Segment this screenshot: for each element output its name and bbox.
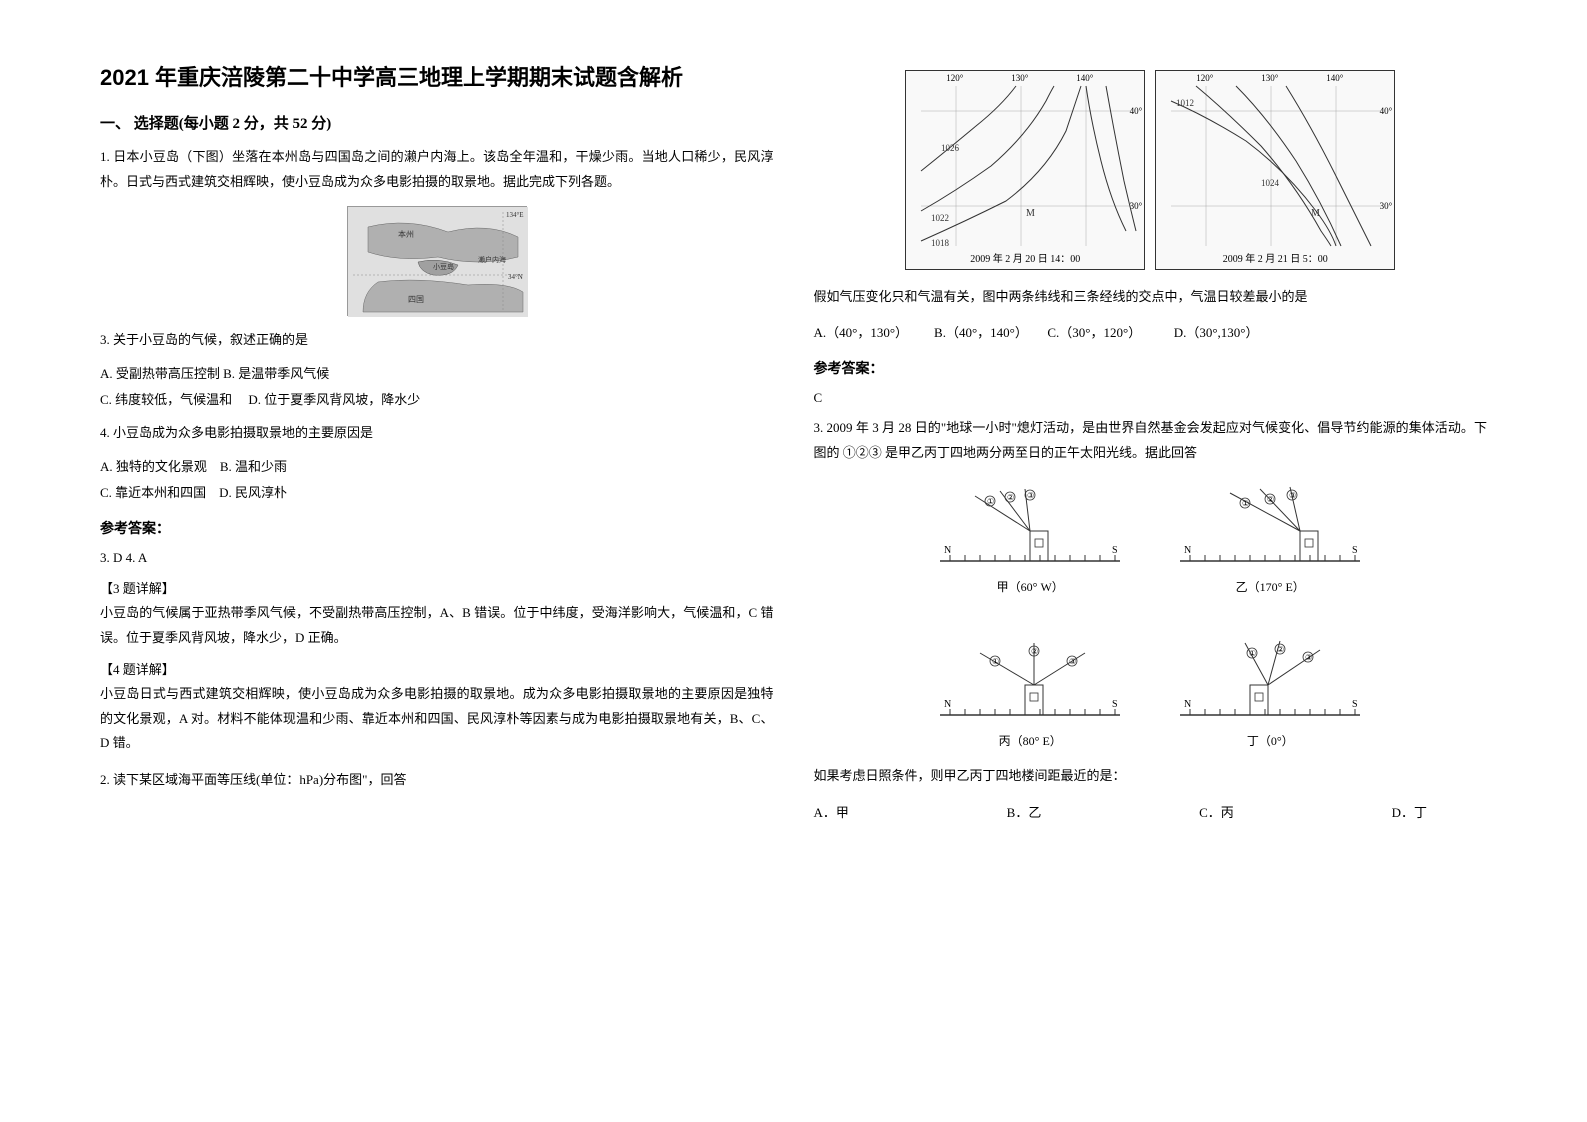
page-title: 2021 年重庆涪陵第二十中学高三地理上学期期末试题含解析 [100, 60, 774, 92]
q1-answer-header: 参考答案： [100, 518, 774, 538]
svg-text:②: ② [1031, 647, 1038, 656]
sun-diagram-bing: ① ② ③ N S 丙（80° E） [930, 635, 1130, 749]
diagram-label-yi: 乙（170° E） [1170, 578, 1370, 595]
q4-opt-c: C. 靠近本州和四国 [100, 485, 206, 500]
svg-text:本州: 本州 [398, 229, 414, 239]
svg-text:34°N: 34°N [508, 273, 523, 281]
svg-text:M: M [1311, 208, 1320, 219]
svg-text:①: ① [1249, 649, 1256, 658]
svg-text:濑户内海: 濑户内海 [478, 255, 506, 264]
q4-options: A. 独特的文化景观 B. 温和少雨 C. 靠近本州和四国 D. 民风淳朴 [100, 454, 774, 506]
svg-text:1018: 1018 [931, 238, 950, 248]
map2-caption: 2009 年 2 月 21 日 5：00 [1223, 250, 1328, 265]
svg-text:四国: 四国 [408, 295, 424, 304]
svg-text:③: ③ [1289, 491, 1296, 500]
q3-explain: 小豆岛的气候属于亚热带季风气候，不受副热带高压控制，A、B 错误。位于中纬度，受… [100, 601, 774, 650]
sun-diagram-jia: ① ② ③ N S 甲（60° W） [930, 481, 1130, 595]
q3-stem: 3. 关于小豆岛的气候，叙述正确的是 [100, 328, 774, 353]
svg-text:②: ② [1007, 493, 1014, 502]
q3-explain-header: 【3 题详解】 [100, 578, 774, 597]
map1-caption: 2009 年 2 月 20 日 14：00 [970, 250, 1080, 265]
q3-opt-b: B. 是温带季风气候 [223, 366, 329, 381]
svg-text:①: ① [987, 497, 994, 506]
q2-options: A.（40°，130°） B.（40°，140°） C.（30°，120°） D… [814, 320, 1488, 346]
q4-opt-d: D. 民风淳朴 [219, 485, 287, 500]
svg-text:1022: 1022 [931, 213, 949, 223]
q3b-opt-a: A．甲 [814, 800, 849, 826]
q3b-opt-c: C．丙 [1199, 800, 1234, 826]
q3b-opt-d: D．丁 [1392, 800, 1427, 826]
q2-opt-c: C.（30°，120°） [1047, 325, 1141, 340]
svg-text:1026: 1026 [941, 143, 960, 153]
q4-explain: 小豆岛日式与西式建筑交相辉映，使小豆岛成为众多电影拍摄的取景地。成为众多电影拍摄… [100, 682, 774, 756]
svg-text:134°E: 134°E [506, 211, 524, 219]
sun-diagram-yi: ① ② ③ N S 乙（170° E） [1170, 481, 1370, 595]
q1-intro: 1. 日本小豆岛（下图）坐落在本州岛与四国岛之间的濑户内海上。该岛全年温和，干燥… [100, 145, 774, 194]
diagram-label-jia: 甲（60° W） [930, 578, 1130, 595]
svg-text:M: M [1026, 208, 1035, 219]
q3-options: A. 受副热带高压控制 B. 是温带季风气候 C. 纬度较低，气候温和 D. 位… [100, 361, 774, 413]
sun-diagram-ding: ① ② ③ N S 丁（0°） [1170, 635, 1370, 749]
q1-answers: 3. D 4. A [100, 546, 774, 571]
svg-text:①: ① [992, 657, 999, 666]
q1-map-figure: 本州 小豆岛 四国 濑户内海 134°E 34°N [100, 206, 774, 316]
q2-opt-a: A.（40°，130°） [814, 325, 909, 340]
isobar-map-1: 120° 130° 140° 40° 30° 1026 1022 1018 M [905, 70, 1145, 270]
svg-text:S: S [1112, 545, 1118, 556]
q3-opt-c: C. 纬度较低，气候温和 [100, 392, 232, 407]
svg-text:②: ② [1277, 645, 1284, 654]
q3-intro: 3. 2009 年 3 月 28 日的"地球一小时"熄灯活动，是由世界自然基金会… [814, 416, 1488, 465]
q2-sub-question: 假如气压变化只和气温有关，图中两条纬线和三条经线的交点中，气温日较差最小的是 [814, 285, 1488, 310]
q4-stem: 4. 小豆岛成为众多电影拍摄取景地的主要原因是 [100, 421, 774, 446]
svg-text:N: N [944, 545, 951, 556]
q3-opt-a: A. 受副热带高压控制 [100, 366, 220, 381]
svg-text:③: ③ [1305, 653, 1312, 662]
q3-opt-d: D. 位于夏季风背风坡，降水少 [248, 392, 420, 407]
svg-text:S: S [1352, 545, 1358, 556]
q3-options: A．甲 B．乙 C．丙 D．丁 [814, 800, 1488, 826]
svg-text:N: N [944, 699, 951, 710]
svg-text:小豆岛: 小豆岛 [433, 262, 454, 271]
svg-text:N: N [1184, 699, 1191, 710]
q2-answer: C [814, 386, 1488, 411]
q4-explain-header: 【4 题详解】 [100, 659, 774, 678]
q2-opt-b: B.（40°，140°） [934, 325, 1028, 340]
q2-answer-header: 参考答案： [814, 358, 1488, 378]
q2-opt-d: D.（30°,130°） [1174, 325, 1259, 340]
diagram-label-bing: 丙（80° E） [930, 732, 1130, 749]
isobar-map-2: 120° 130° 140° 40° 30° 1012 1024 M 2009 … [1155, 70, 1395, 270]
svg-text:②: ② [1267, 495, 1274, 504]
svg-text:N: N [1184, 545, 1191, 556]
q3b-opt-b: B．乙 [1007, 800, 1042, 826]
q4-opt-b: B. 温和少雨 [220, 459, 287, 474]
svg-text:1024: 1024 [1261, 178, 1280, 188]
diagram-label-ding: 丁（0°） [1170, 732, 1370, 749]
sun-diagram-grid: ① ② ③ N S 甲（60° W） [814, 481, 1488, 749]
svg-text:1012: 1012 [1176, 98, 1194, 108]
q3-sub-question: 如果考虑日照条件，则甲乙丙丁四地楼间距最近的是： [814, 764, 1488, 789]
svg-text:①: ① [1242, 499, 1249, 508]
q4-opt-a: A. 独特的文化景观 [100, 459, 207, 474]
isobar-map-pair: 120° 130° 140° 40° 30° 1026 1022 1018 M [814, 70, 1488, 270]
svg-text:③: ③ [1069, 657, 1076, 666]
shodoshima-map: 本州 小豆岛 四国 濑户内海 134°E 34°N [347, 206, 527, 316]
svg-text:③: ③ [1027, 491, 1034, 500]
svg-text:S: S [1352, 699, 1358, 710]
svg-text:S: S [1112, 699, 1118, 710]
q2-stem: 2. 读下某区域海平面等压线(单位：hPa)分布图"，回答 [100, 768, 774, 793]
section-header: 一、 选择题(每小题 2 分，共 52 分) [100, 112, 774, 133]
